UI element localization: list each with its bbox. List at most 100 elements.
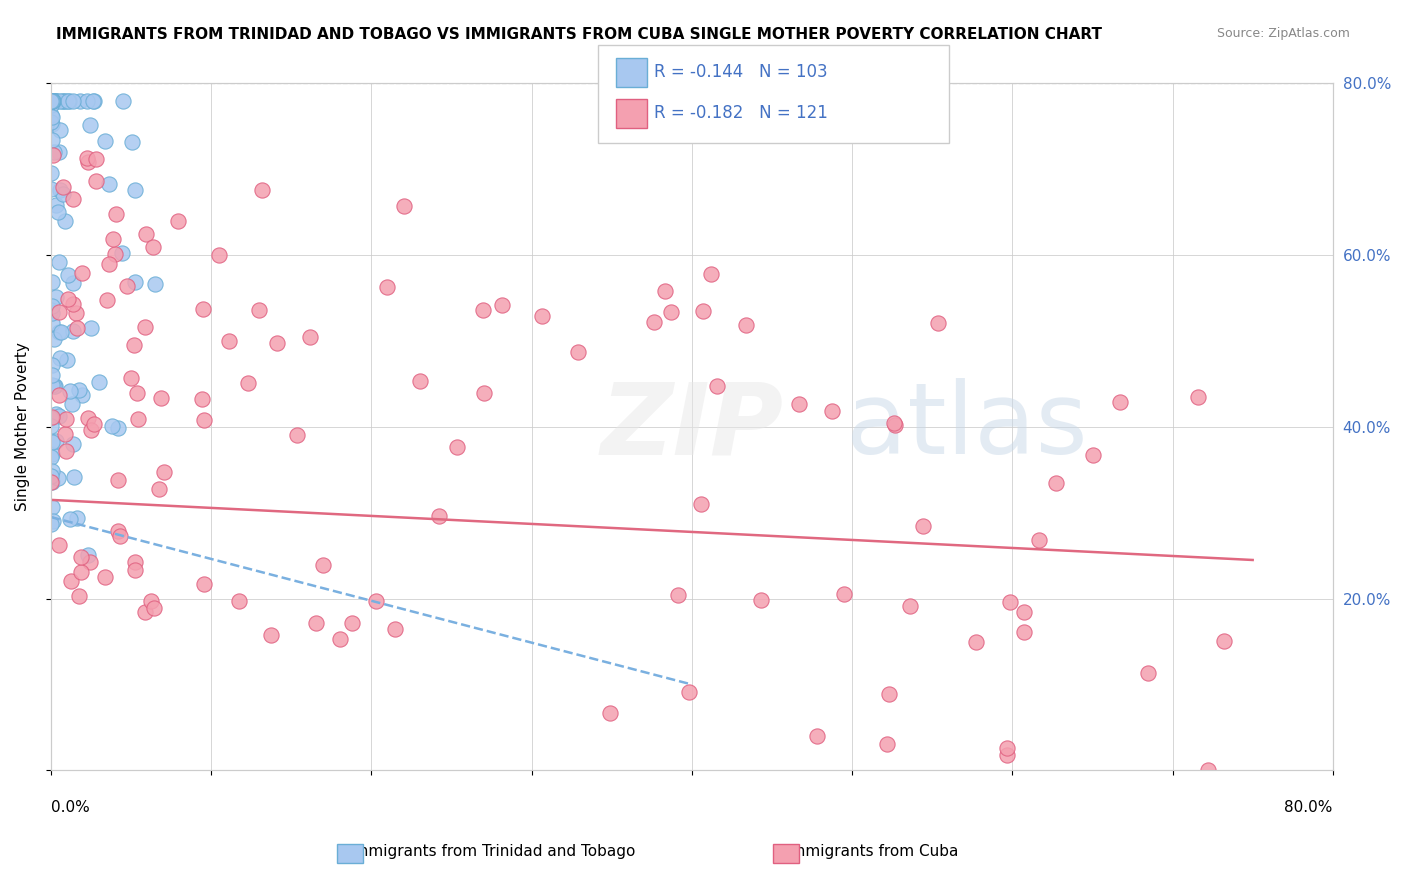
- Point: [41, 94, 63, 108]
- Point: [48, 471, 70, 485]
- Point: [79, 320, 101, 334]
- Point: [41, 98, 63, 112]
- Point: [55, 94, 77, 108]
- Text: Immigrants from Cuba: Immigrants from Cuba: [786, 845, 957, 859]
- Point: [72, 266, 94, 280]
- Point: [69, 94, 91, 108]
- Point: [654, 284, 676, 298]
- Point: [392, 199, 415, 213]
- Point: [122, 337, 145, 351]
- Point: [62, 324, 84, 338]
- Text: atlas: atlas: [845, 378, 1087, 475]
- Point: [1109, 394, 1132, 409]
- Point: [48, 94, 70, 108]
- Point: [83, 417, 105, 431]
- Point: [41, 409, 63, 424]
- Point: [39, 468, 62, 483]
- Point: [375, 280, 398, 294]
- Point: [105, 206, 128, 220]
- Point: [39, 115, 62, 129]
- Point: [41, 514, 63, 528]
- Point: [883, 416, 905, 430]
- Point: [48, 183, 70, 197]
- Point: [643, 315, 665, 329]
- Point: [491, 298, 513, 312]
- Point: [41, 94, 63, 108]
- Point: [41, 94, 63, 108]
- Point: [103, 247, 125, 261]
- Point: [76, 151, 98, 165]
- Point: [58, 94, 80, 108]
- Point: [41, 110, 63, 124]
- Point: [45, 94, 67, 108]
- Point: [139, 594, 162, 608]
- Point: [44, 379, 66, 393]
- Point: [111, 246, 134, 260]
- Point: [55, 444, 77, 458]
- Point: [67, 589, 90, 603]
- Point: [60, 397, 83, 411]
- Point: [287, 428, 309, 442]
- Point: [41, 435, 63, 450]
- Point: [193, 412, 215, 426]
- Point: [41, 358, 63, 372]
- Point: [41, 447, 63, 461]
- Point: [53, 426, 76, 441]
- Point: [39, 303, 62, 318]
- Point: [108, 529, 131, 543]
- Point: [39, 475, 62, 489]
- Point: [1000, 595, 1022, 609]
- Point: [62, 470, 84, 484]
- Point: [41, 305, 63, 319]
- Point: [135, 227, 157, 242]
- Point: [79, 118, 101, 132]
- Point: [218, 334, 240, 349]
- Text: R = -0.144   N = 103: R = -0.144 N = 103: [654, 63, 827, 81]
- Point: [41, 299, 63, 313]
- Point: [48, 409, 70, 424]
- Text: 80.0%: 80.0%: [1285, 799, 1333, 814]
- Point: [48, 145, 70, 160]
- Point: [531, 309, 554, 323]
- Point: [41, 94, 63, 108]
- Point: [41, 94, 63, 108]
- Point: [41, 94, 63, 108]
- Point: [446, 440, 468, 454]
- Point: [148, 482, 170, 496]
- Point: [72, 388, 94, 402]
- Text: R = -0.182   N = 121: R = -0.182 N = 121: [654, 104, 828, 122]
- Point: [66, 510, 89, 524]
- Point: [82, 94, 104, 108]
- Point: [39, 108, 62, 122]
- Point: [1014, 624, 1036, 639]
- Point: [193, 577, 215, 591]
- Point: [260, 628, 283, 642]
- Point: [84, 153, 107, 167]
- Point: [62, 437, 84, 451]
- Point: [41, 182, 63, 196]
- Point: [107, 473, 129, 487]
- Point: [143, 277, 166, 291]
- Point: [898, 599, 921, 613]
- Text: 0.0%: 0.0%: [51, 799, 90, 814]
- Point: [700, 267, 723, 281]
- Point: [53, 214, 76, 228]
- Point: [65, 306, 87, 320]
- Point: [995, 747, 1018, 762]
- Point: [55, 411, 77, 425]
- Point: [689, 497, 711, 511]
- Point: [124, 563, 146, 577]
- Point: [567, 345, 589, 359]
- Point: [41, 166, 63, 180]
- Point: [193, 301, 215, 316]
- Point: [142, 601, 165, 615]
- Point: [340, 615, 363, 630]
- Point: [41, 94, 63, 108]
- Point: [41, 133, 63, 147]
- Point: [191, 392, 214, 406]
- Point: [41, 94, 63, 108]
- Point: [734, 318, 756, 332]
- Point: [76, 548, 98, 562]
- Point: [706, 378, 728, 392]
- Point: [995, 741, 1018, 756]
